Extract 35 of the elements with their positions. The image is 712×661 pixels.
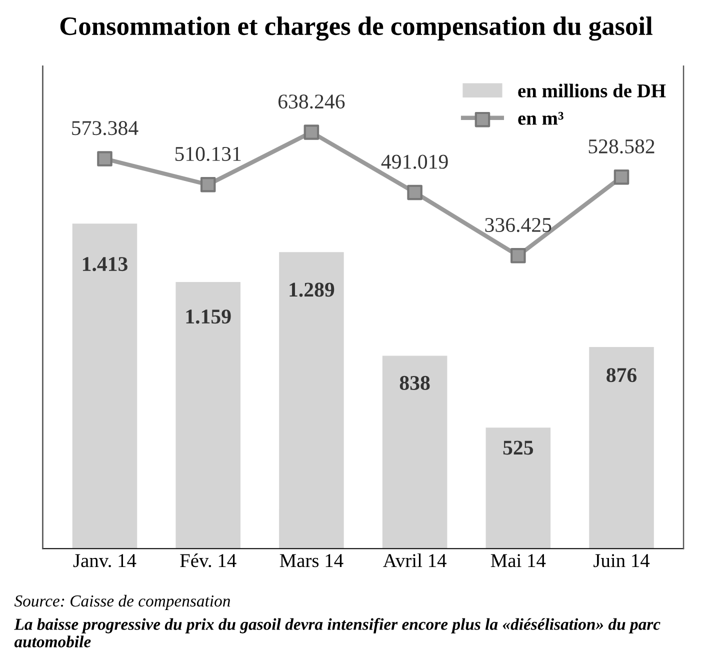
x-tick-label: Fév. 14 [180,553,236,568]
bar [279,252,344,549]
data-label: 573.384 [72,121,138,136]
data-label: 1.289 [290,282,334,297]
bar [486,428,551,549]
point [407,184,422,200]
x-tick-label: Janv. 14 [73,554,136,568]
data-label: 528.582 [588,139,654,154]
data-label: 1.159 [186,310,231,324]
point [97,151,112,166]
bar [176,282,240,549]
data-label: 491.019 [381,154,448,169]
data-label: 838 [400,376,430,390]
point [200,177,216,192]
point [510,248,526,264]
x-tick-label: Mai 14 [490,554,546,568]
source-note: Source: Caisse de compensation [14,594,230,610]
data-label: 525 [503,440,534,455]
data-label: 1.413 [82,257,128,272]
point [614,169,630,185]
legend-label: en millions de DH [518,84,666,98]
data-label: 336.425 [485,218,552,232]
x-tick-label: Juin 14 [594,554,650,568]
x-tick-label: Mars 14 [280,554,344,568]
x-tick-label: Avril 14 [383,553,446,568]
legend-label: en m³ [518,112,564,125]
bar [382,356,448,549]
bar [72,224,138,549]
data-label: 876 [606,368,637,382]
text: La baisse progressive du prix du gasoil devra intensifier encore plus la «diésélisation» du parc automobile [14,618,660,648]
point [304,124,320,140]
chart-title: Consommation et charges de compensation du gasoil [60,16,652,41]
data-label: 638.246 [278,94,345,109]
data-label: 510.131 [175,146,241,162]
bar [589,346,654,549]
